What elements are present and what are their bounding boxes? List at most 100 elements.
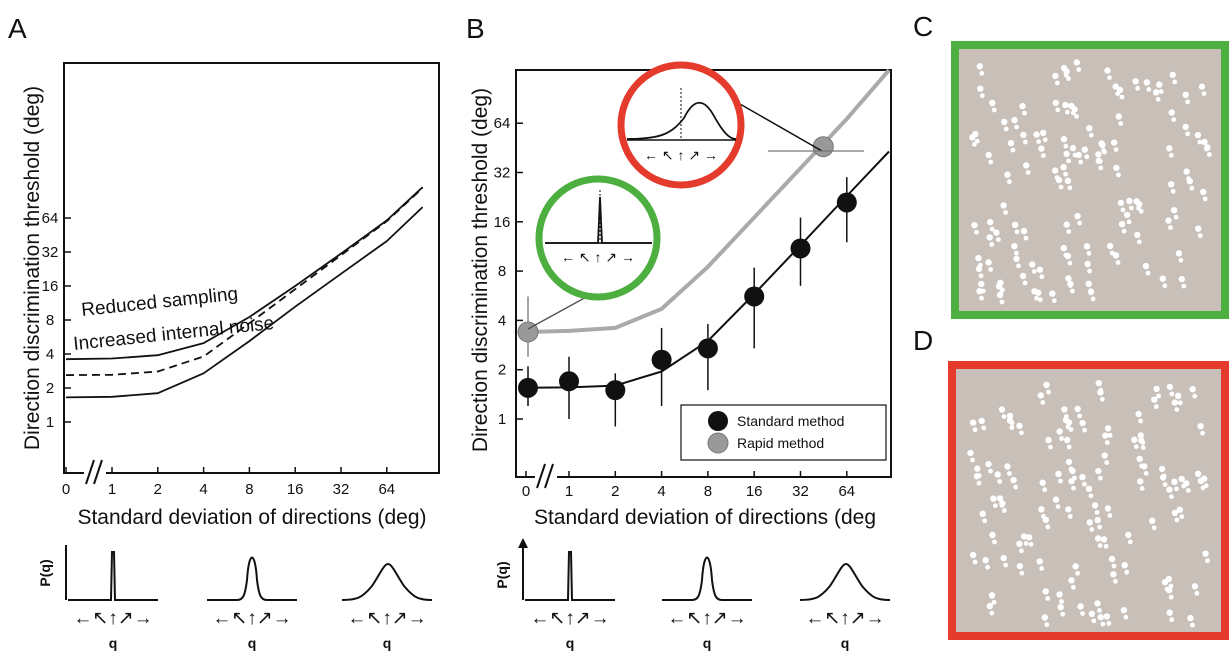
stimulus-dot	[1002, 508, 1007, 513]
panel-a-chart: 1 2 4 8 16 32 64 0 1 2 4 8 16 32 64 Direction discrim…	[21, 62, 440, 529]
stimulus-dot	[1043, 381, 1050, 389]
stimulus-dot	[979, 93, 985, 99]
stimulus-dot	[1067, 514, 1073, 519]
stimulus-dot	[1048, 444, 1053, 450]
panel-b-x-tick-label: 1	[565, 483, 573, 500]
stimulus-dot	[1014, 229, 1020, 235]
panel-letter-b: B	[466, 13, 485, 44]
stimulus-dot	[1172, 79, 1178, 85]
stimulus-dot	[1100, 536, 1108, 543]
panel-a-y-tick-label: 1	[46, 414, 54, 431]
stimulus-dot	[1060, 64, 1068, 72]
stimulus-dot	[1010, 147, 1016, 153]
standard-method-point	[605, 380, 626, 401]
stimulus-dot	[1095, 380, 1103, 387]
stimulus-dot	[1095, 157, 1103, 165]
stimulus-dot	[1166, 609, 1173, 616]
panel-b-y-tick-label: 4	[498, 312, 506, 329]
stimulus-dot	[1042, 137, 1048, 143]
panel-b-y-tick-label: 32	[494, 165, 511, 182]
stimulus-dot	[1067, 260, 1073, 266]
stimulus-dot	[1062, 101, 1069, 109]
stimulus-dot	[970, 457, 975, 463]
stimulus-dot	[1168, 225, 1173, 231]
stimulus-dot	[1023, 139, 1028, 145]
stimulus-dot	[1094, 600, 1101, 607]
stimulus-dot	[1137, 432, 1145, 439]
pq-axis-label: P(q)	[494, 561, 510, 588]
stimulus-dot	[1019, 570, 1025, 576]
stimulus-dot	[1082, 481, 1087, 487]
stimulus-dot	[1169, 617, 1175, 623]
stimulus-dot	[1120, 607, 1128, 614]
stimulus-dot	[1022, 110, 1027, 116]
stimulus-dot	[1103, 543, 1109, 549]
direction-arrows: ←↖↑↗→	[667, 608, 746, 629]
direction-arrows: ←↖↑↗→	[73, 608, 152, 629]
stimulus-dot	[1170, 207, 1178, 214]
stimulus-dot	[1004, 171, 1011, 178]
stimulus-dot	[1083, 243, 1091, 250]
stimulus-dot	[988, 267, 993, 272]
stimulus-dot	[1025, 534, 1033, 541]
stimulus-dot	[1189, 386, 1196, 393]
stimulus-dot	[1080, 611, 1085, 616]
stimulus-dot	[1059, 436, 1064, 441]
stimulus-dot	[1003, 126, 1009, 132]
stimulus-dot	[1104, 67, 1111, 74]
panel-b-x-tick-label: 0	[522, 483, 530, 500]
stimulus-dot	[1104, 460, 1110, 465]
stimulus-dot	[979, 510, 986, 517]
stimulus-easy-panel	[951, 41, 1229, 319]
stimulus-dot	[974, 465, 981, 472]
stimulus-dot	[1168, 109, 1175, 116]
stimulus-dot	[1091, 502, 1099, 509]
stimulus-dot	[1036, 558, 1043, 565]
stimulus-dot	[998, 406, 1006, 413]
stimulus-dot	[1133, 444, 1139, 450]
standard-method-point	[744, 286, 765, 307]
stimulus-dot	[1121, 228, 1127, 234]
stimulus-dot	[998, 291, 1004, 296]
stimulus-dot	[1094, 516, 1101, 524]
stimulus-dot	[1178, 275, 1186, 283]
stimulus-dot	[1149, 517, 1156, 524]
stimulus-dot	[989, 242, 995, 247]
stimulus-dot	[1201, 91, 1207, 96]
standard-method-point	[651, 349, 672, 370]
stimulus-dot	[1191, 583, 1199, 590]
panel-a-annotation-internal-noise: Increased internal noise	[72, 313, 275, 355]
stimulus-dot	[1098, 140, 1105, 147]
stimulus-dot	[1118, 121, 1124, 126]
stimulus-dot	[1183, 480, 1190, 487]
stimulus-dot	[1075, 151, 1082, 159]
stimulus-dot	[1097, 613, 1105, 621]
stimulus-dot	[1127, 539, 1133, 545]
stimulus-dot	[969, 419, 977, 426]
stimulus-dot	[1052, 99, 1060, 107]
stimulus-dot	[1049, 290, 1056, 297]
distribution-curve	[662, 556, 752, 601]
distribution-curve	[68, 551, 158, 601]
stimulus-dot	[1067, 280, 1074, 288]
stimulus-dot	[1100, 621, 1106, 627]
panel-b-x-tick-label: 4	[657, 483, 665, 500]
stimulus-dot	[1110, 139, 1118, 146]
panel-b-y-ticks: 1 2 4 8 16 32 64	[494, 115, 523, 428]
stimulus-dot	[1118, 221, 1126, 228]
stimulus-dot	[1195, 225, 1202, 232]
stimulus-dot	[1071, 106, 1078, 113]
stimulus-dot	[969, 134, 976, 141]
stimulus-dot	[1153, 404, 1159, 410]
stimulus-dot	[1056, 591, 1063, 598]
stimulus-dot	[976, 288, 983, 295]
stimulus-dot	[1194, 470, 1202, 477]
standard-method-point	[790, 238, 811, 259]
stimulus-dot	[1074, 114, 1079, 119]
stimulus-easy-dots	[969, 59, 1212, 305]
direction-arrows: ←↖↑↗→	[805, 608, 884, 629]
stimulus-dot	[1131, 436, 1138, 443]
stimulus-dot	[1161, 579, 1169, 586]
stimulus-dot	[1065, 506, 1072, 513]
stimulus-dot	[1133, 198, 1140, 205]
